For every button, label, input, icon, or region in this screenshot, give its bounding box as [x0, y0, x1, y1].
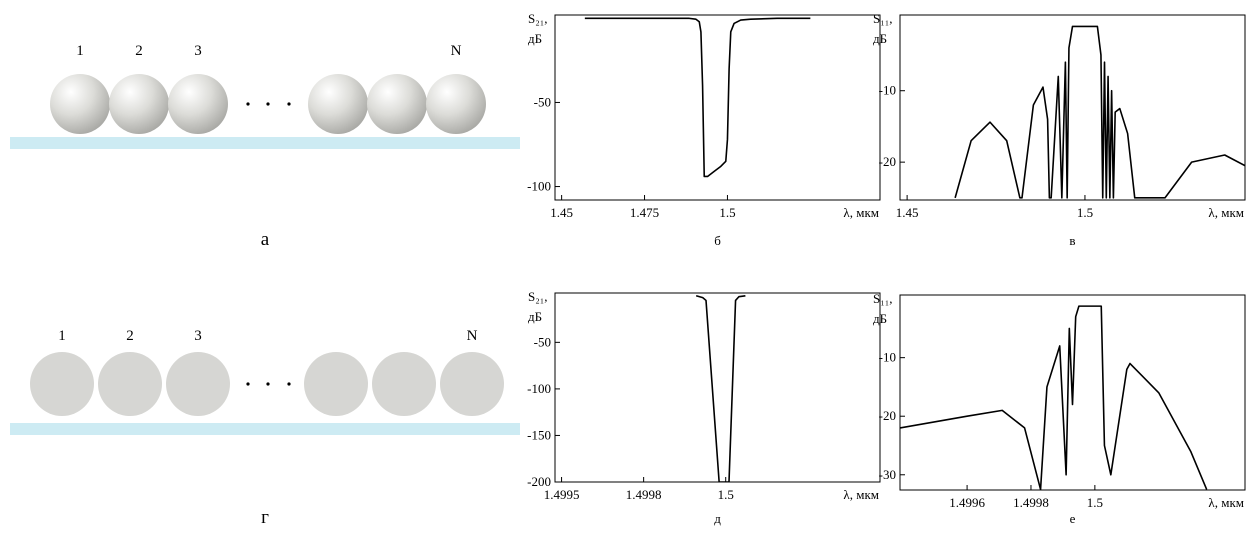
plot-frame: [899, 14, 1246, 201]
x-tick-label: 1.4998: [626, 487, 662, 502]
y-tick-label: -150: [527, 427, 551, 442]
x-label: λ, мкм: [843, 205, 879, 220]
x-tick-label: 1.5: [718, 487, 734, 502]
caption: а: [261, 229, 270, 250]
x-tick-label: 1.5: [1077, 205, 1093, 220]
sphere-label: 1: [58, 328, 66, 344]
y-label: S₁₁,: [873, 11, 893, 26]
sphere: [30, 352, 94, 416]
y-tick-label: -100: [527, 381, 551, 396]
data-line: [954, 25, 1245, 199]
sphere: [98, 352, 162, 416]
x-tick-label: 1.45: [550, 205, 573, 220]
chart: 1.45 1.475 1.5 -50 -100 S₂₁, дБ λ, мкм б: [527, 11, 881, 248]
sphere: [372, 352, 436, 416]
sphere: [304, 352, 368, 416]
ellipsis-dot: [287, 382, 291, 386]
ellipsis-dot: [287, 102, 291, 106]
chart: 1.4996 1.4998 1.5 -10 -20 -30 S₁₁, дБ λ, мкм е: [873, 291, 1246, 526]
y-label: S₂₁,: [528, 11, 548, 26]
caption: е: [1070, 511, 1076, 526]
x-label: λ, мкм: [843, 487, 879, 502]
chart: 1.4995 1.4998 1.5 -50 -100 -150 -200 S₂₁, дБ λ, м…: [527, 289, 881, 526]
sphere: [367, 74, 427, 134]
y-tick-label: -50: [534, 334, 551, 349]
caption: г: [261, 507, 269, 528]
chart: 1.45 1.5 -10 -20 S₁₁, дБ λ, мкм в: [873, 11, 1246, 248]
y-unit: дБ: [873, 31, 887, 46]
data-line: [900, 305, 1208, 490]
ellipsis-dot: [246, 102, 250, 106]
y-tick-label: -10: [879, 83, 896, 98]
sphere: [166, 352, 230, 416]
sphere-label: 1: [76, 43, 84, 59]
x-label: λ, мкм: [1208, 495, 1244, 510]
sphere: [109, 74, 169, 134]
y-tick-label: -20: [879, 408, 896, 423]
ellipsis-dot: [266, 102, 270, 106]
sphere-label: 2: [126, 328, 134, 344]
sphere-label: 2: [135, 43, 143, 59]
sphere-label: 3: [194, 43, 202, 59]
ellipsis-dot: [266, 382, 270, 386]
sphere: [168, 74, 228, 134]
x-tick-label: 1.4995: [544, 487, 580, 502]
diagram-g: 1 2 3 N г: [10, 328, 520, 528]
y-tick-label: -200: [527, 474, 551, 489]
y-tick-label: -100: [527, 179, 551, 194]
plot-area: [900, 305, 1208, 490]
substrate: [10, 423, 520, 435]
y-tick-label: -20: [879, 154, 896, 169]
x-tick-label: 1.4996: [949, 495, 985, 510]
caption: в: [1069, 233, 1075, 248]
x-tick-label: 1.5: [1087, 495, 1103, 510]
sphere: [440, 352, 504, 416]
sphere-label: 3: [194, 328, 202, 344]
y-label: S₂₁,: [528, 289, 548, 304]
sphere-label: N: [451, 43, 462, 59]
plot-frame: [899, 294, 1246, 491]
y-tick-label: -30: [879, 467, 896, 482]
data-line: [695, 294, 746, 482]
sphere: [426, 74, 486, 134]
plot-area: [954, 25, 1245, 199]
plot-frame: [554, 292, 881, 483]
x-tick-label: 1.45: [896, 205, 919, 220]
x-label: λ, мкм: [1208, 205, 1244, 220]
y-unit: дБ: [528, 309, 542, 324]
spheres: [50, 74, 486, 134]
y-unit: дБ: [873, 311, 887, 326]
y-tick-label: -50: [534, 94, 551, 109]
plot-area: [695, 294, 746, 482]
sphere: [50, 74, 110, 134]
caption: б: [714, 233, 721, 248]
plot-frame: [554, 14, 881, 201]
sphere: [308, 74, 368, 134]
sphere-label: N: [467, 328, 478, 344]
substrate: [10, 137, 520, 149]
diagram-a: 1 2 3 N а: [10, 43, 520, 250]
spheres: [30, 352, 504, 416]
y-unit: дБ: [528, 31, 542, 46]
x-tick-label: 1.5: [719, 205, 735, 220]
plot-area: [584, 17, 811, 178]
ellipsis-dot: [246, 382, 250, 386]
x-tick-label: 1.475: [630, 205, 659, 220]
y-label: S₁₁,: [873, 291, 893, 306]
x-tick-label: 1.4998: [1013, 495, 1049, 510]
y-tick-label: -10: [879, 350, 896, 365]
caption: д: [714, 511, 721, 526]
data-line: [584, 17, 811, 178]
